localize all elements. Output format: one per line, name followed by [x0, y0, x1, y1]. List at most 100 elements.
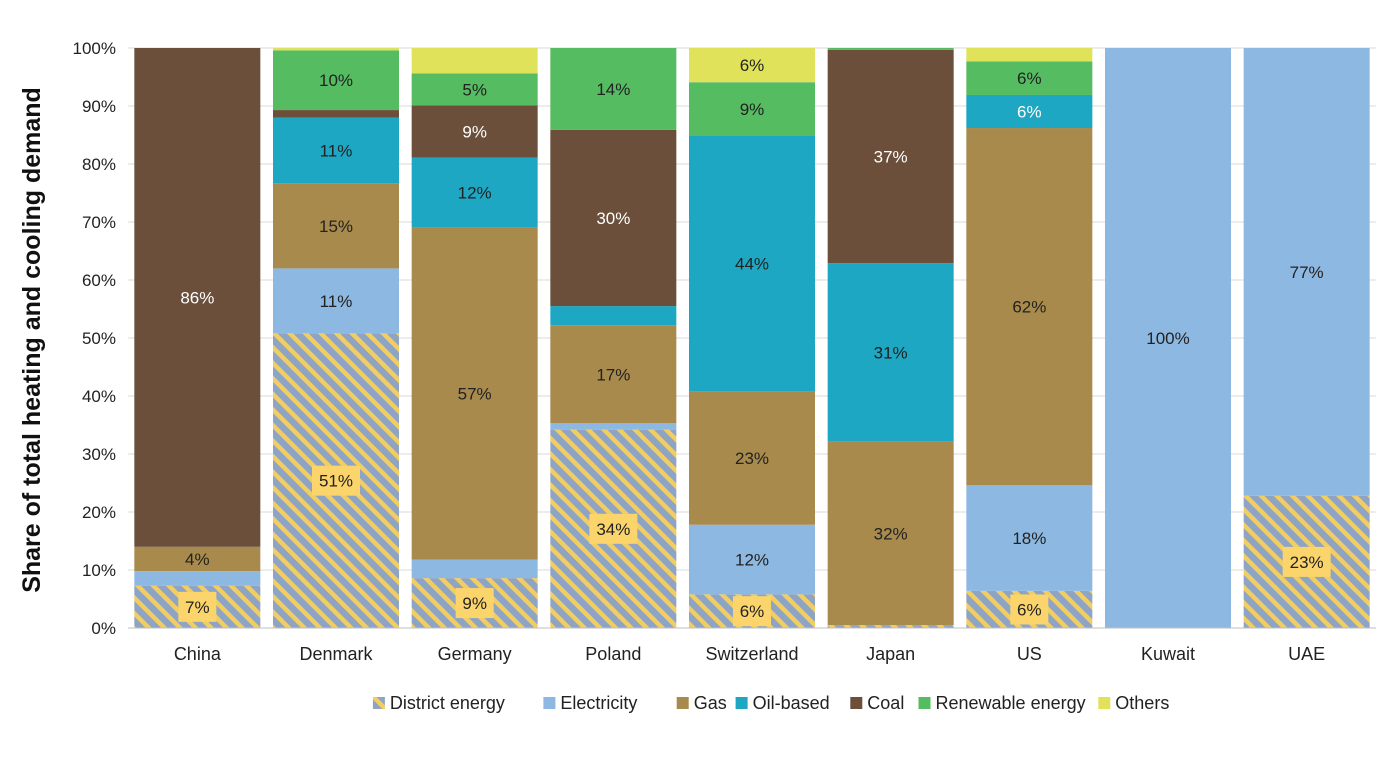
legend-item-others: Others [1098, 693, 1169, 713]
data-label-text: 34% [596, 520, 630, 539]
data-label-denmark-district-energy: 51% [312, 465, 360, 496]
bar-us-oil-based [966, 94, 1093, 129]
data-label-text: 10% [319, 71, 353, 90]
bar-denmark-renewable-energy [273, 50, 399, 111]
bar-japan-coal [827, 49, 954, 264]
data-label-text: 12% [458, 184, 492, 203]
data-label-germany-gas: 57% [458, 385, 492, 404]
data-label-japan-oil-based: 31% [874, 344, 908, 363]
y-tick-label: 90% [82, 97, 116, 116]
data-labels: 7% 4% 86% 51% 11% 15% 11% 10% 9% 57% 12% 9% 5% 34% 17%… [178, 56, 1331, 627]
y-tick-label: 0% [91, 619, 116, 638]
data-label-text: 17% [596, 365, 630, 384]
data-label-denmark-oil-based: 11% [320, 141, 353, 160]
bar-denmark-coal [273, 110, 399, 118]
legend-item-oil-based: Oil-based [735, 693, 830, 713]
bar-kuwait-electricity [1105, 48, 1231, 628]
data-label-text: 23% [735, 449, 769, 468]
data-label-text: 9% [740, 100, 765, 119]
data-label-poland-renewable-energy: 14% [596, 80, 630, 99]
data-label-text: 15% [319, 217, 353, 236]
bar-germany-others [411, 48, 538, 74]
data-label-text: 51% [319, 472, 353, 491]
y-tick-label: 40% [82, 387, 116, 406]
bar-denmark-gas [273, 183, 399, 269]
x-tick-label-poland: Poland [585, 644, 641, 664]
legend-swatch [1098, 697, 1111, 709]
y-tick-label: 60% [82, 271, 116, 290]
y-tick-label: 100% [73, 39, 116, 58]
data-label-china-gas: 4% [185, 550, 210, 569]
data-label-text: 37% [874, 147, 908, 166]
bar-germany-oil-based [411, 157, 538, 228]
data-label-text: 62% [1012, 298, 1046, 317]
bars [134, 48, 1370, 628]
data-label-text: 9% [462, 594, 487, 613]
data-label-text: 4% [185, 550, 210, 569]
bar-switzerland-others [689, 48, 815, 83]
data-label-box [455, 588, 494, 619]
data-label-text: 77% [1290, 263, 1324, 282]
data-label-box [178, 591, 217, 622]
legend-label: Oil-based [753, 693, 830, 713]
data-label-uae-electricity: 77% [1290, 263, 1324, 282]
data-label-china-district-energy: 7% [178, 591, 217, 622]
data-label-text: 32% [874, 524, 908, 543]
data-label-switzerland-electricity: 12% [735, 551, 769, 570]
bar-us-others [966, 48, 1093, 62]
data-label-denmark-renewable-energy: 10% [319, 71, 353, 90]
x-tick-label-denmark: Denmark [299, 644, 373, 664]
data-label-poland-district-energy: 34% [589, 513, 638, 544]
y-tick-label: 80% [82, 155, 116, 174]
axes: 0% 10% 20% 30% 40% 50% 60% 70% 80% 90% 100% China De… [73, 39, 1376, 664]
y-tick-label: 20% [82, 503, 116, 522]
data-label-text: 31% [874, 344, 908, 363]
x-tick-label-germany: Germany [438, 644, 512, 664]
x-tick-label-kuwait: Kuwait [1141, 644, 1195, 664]
data-label-germany-district-energy: 9% [455, 588, 494, 619]
bar-poland-coal [550, 129, 677, 307]
legend-label: Others [1115, 693, 1169, 713]
data-label-japan-gas: 32% [874, 524, 908, 543]
data-label-text: 12% [735, 551, 769, 570]
data-label-japan-coal: 37% [874, 147, 908, 166]
legend-label: Renewable energy [936, 693, 1086, 713]
data-label-text: 23% [1290, 553, 1324, 572]
legend-label: Electricity [560, 693, 637, 713]
data-label-china-coal: 86% [180, 288, 214, 307]
data-label-text: 7% [185, 598, 210, 617]
data-label-box [733, 596, 771, 627]
data-label-switzerland-others: 6% [740, 56, 765, 75]
legend-item-gas: Gas [676, 693, 727, 713]
data-label-us-oil-based: 6% [1017, 103, 1042, 122]
bar-denmark-electricity [273, 268, 399, 334]
data-label-text: 6% [740, 56, 765, 75]
y-axis-title: Share of total heating and cooling deman… [18, 87, 46, 593]
data-label-box [589, 513, 638, 544]
bar-us-renewable-energy [966, 61, 1093, 95]
bar-poland-renewable-energy [550, 48, 677, 130]
bar-germany-renewable-energy [411, 73, 538, 106]
bar-japan-district-energy [827, 625, 954, 628]
data-label-poland-coal: 30% [596, 209, 630, 228]
legend-label: Coal [867, 693, 904, 713]
bar-us-gas [966, 128, 1093, 486]
bar-poland-gas [550, 325, 677, 424]
legend-item-renewable-energy: Renewable energy [918, 693, 1086, 713]
data-label-text: 30% [596, 209, 630, 228]
bar-japan-gas [827, 441, 954, 626]
data-label-text: 57% [458, 385, 492, 404]
data-label-us-gas: 62% [1012, 298, 1046, 317]
y-tick-label: 50% [82, 329, 116, 348]
data-label-box [1282, 546, 1331, 577]
data-label-us-electricity: 18% [1012, 529, 1046, 548]
bar-denmark-others [273, 48, 399, 51]
legend-swatch [918, 697, 931, 709]
bar-poland-electricity [550, 423, 677, 430]
data-label-text: 11% [320, 292, 353, 311]
data-label-germany-oil-based: 12% [458, 184, 492, 203]
legend-swatch [676, 697, 689, 709]
legend: District energy Electricity Gas Oil-based Co… [372, 693, 1169, 713]
data-label-text: 11% [320, 141, 353, 160]
